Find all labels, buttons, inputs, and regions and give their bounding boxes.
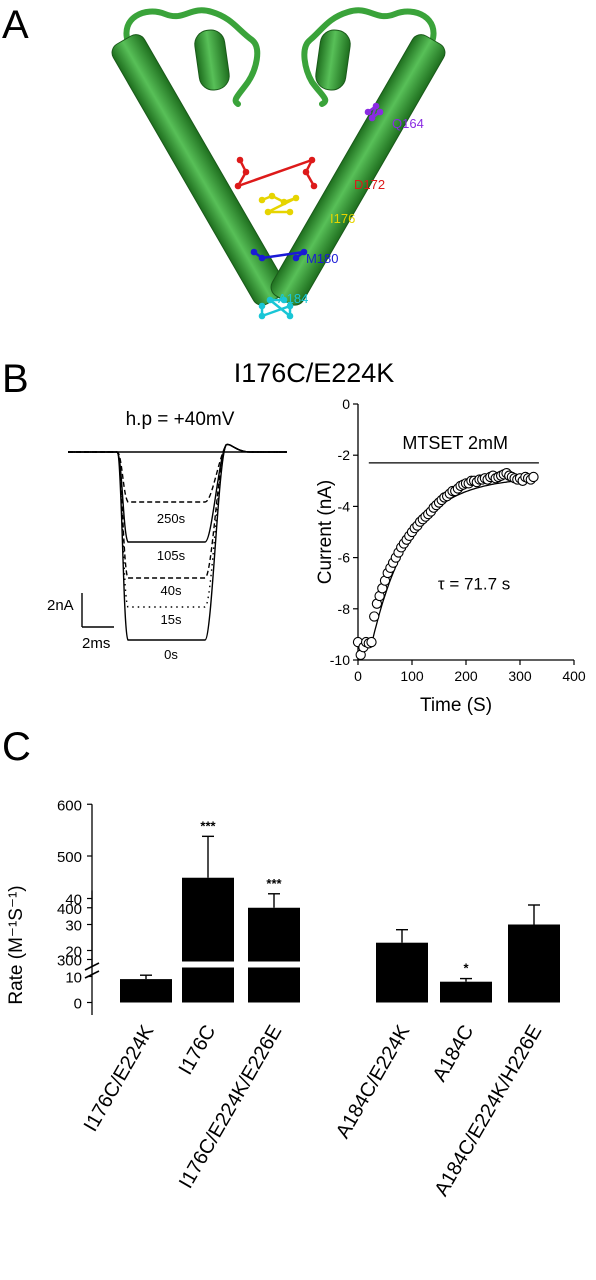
y-tick-label: 20 [65,944,82,961]
trace-time-label: 0s [164,647,178,662]
x-tick-label: 0 [354,668,362,684]
residue-bond [261,250,305,260]
y-tick-label: 400 [57,901,82,918]
y-tick-label: 10 [65,970,82,987]
category-label: A184C [429,1022,479,1086]
category-label: A184C/E224K [332,1021,415,1142]
data-point [528,471,539,483]
current-trace [68,443,287,543]
category-label: I176C [175,1022,221,1079]
bar [508,924,560,1003]
residue-label: A184 [278,291,308,306]
y-tick-label: -4 [338,498,351,514]
y-tick-label: 600 [57,797,82,814]
trace-time-label: 40s [161,583,182,598]
y-tick-label: 0 [342,396,350,412]
short-helix-left [194,29,230,91]
trace-time-label: 15s [161,612,182,627]
trace-time-label: 250s [157,511,186,526]
panel-a-letter: A [2,3,29,47]
axis-break-mark [84,962,100,971]
y-tick-label: 0 [74,996,82,1013]
x-tick-label: 300 [508,668,532,684]
residue-bond [267,196,297,214]
bar [440,981,492,1003]
tau-annotation: τ = 71.7 s [438,575,510,594]
panel-c-letter: C [2,725,31,769]
loop-left [123,7,261,107]
current-traces: 250s 105s 40s 15s 0s 2nA 2ms [47,443,287,662]
y-tick-label: 500 [57,849,82,866]
residue-atom [376,108,384,116]
residue-label: I176 [330,211,355,226]
data-point [369,611,380,622]
significance-marker: *** [266,876,282,891]
residue-atom [292,254,300,262]
y-axis-label: Current (nA) [315,480,336,585]
bar [248,907,300,1003]
x-tick-label: 100 [400,668,424,684]
bar [376,942,428,1003]
residue-label: Q164 [392,116,424,131]
y-tick-label: -2 [338,447,351,463]
bar-break-gap [247,961,301,968]
residue-bond [237,158,313,188]
bar [182,877,234,1003]
helix-structure: Q164 D172 I176 M180 A184 [111,7,446,320]
trace-time-label: 105s [157,548,186,563]
scale-time-label: 2ms [82,635,110,652]
y-tick-label: 40 [65,892,82,909]
x-axis-label: Time (S) [420,695,492,716]
holding-potential-label: h.p = +40mV [126,409,235,430]
loop-right [301,7,437,107]
category-label: I176C/E224K [80,1021,159,1136]
y-tick-label: -8 [338,601,351,617]
short-helix-right [315,29,351,91]
significance-marker: * [463,961,469,976]
mtset-annotation: MTSET 2mM [402,433,508,453]
y-axis-label: Rate (M⁻¹S⁻¹) [6,885,27,1004]
residue-bond [269,299,291,317]
rate-bar-chart: 300 400 500 600 0 10 20 30 40 Rate (M⁻¹S⁻¹) I176C/… [6,797,560,1200]
bar-break-gap [181,961,235,968]
x-tick-label: 400 [562,668,586,684]
y-tick-label: -10 [330,652,350,668]
residue-label: D172 [354,177,385,192]
scale-current-label: 2nA [47,597,74,614]
x-tick-label: 200 [454,668,478,684]
panel-b-title: I176C/E224K [234,358,395,388]
residue-atom [286,208,294,216]
current-trace [68,443,287,641]
residue-bond [261,304,291,318]
data-point [366,636,377,648]
y-tick-label: 30 [65,918,82,935]
bar [120,979,172,1003]
y-tick-label: -6 [338,550,351,566]
residue-label: M180 [306,251,339,266]
significance-marker: *** [200,818,216,833]
residue-atom [280,296,288,304]
residue-atom [310,182,318,190]
long-helix-right [270,34,446,306]
y-tick-label: 300 [57,953,82,970]
current-trace [68,443,287,503]
panel-b-letter: B [2,357,29,401]
